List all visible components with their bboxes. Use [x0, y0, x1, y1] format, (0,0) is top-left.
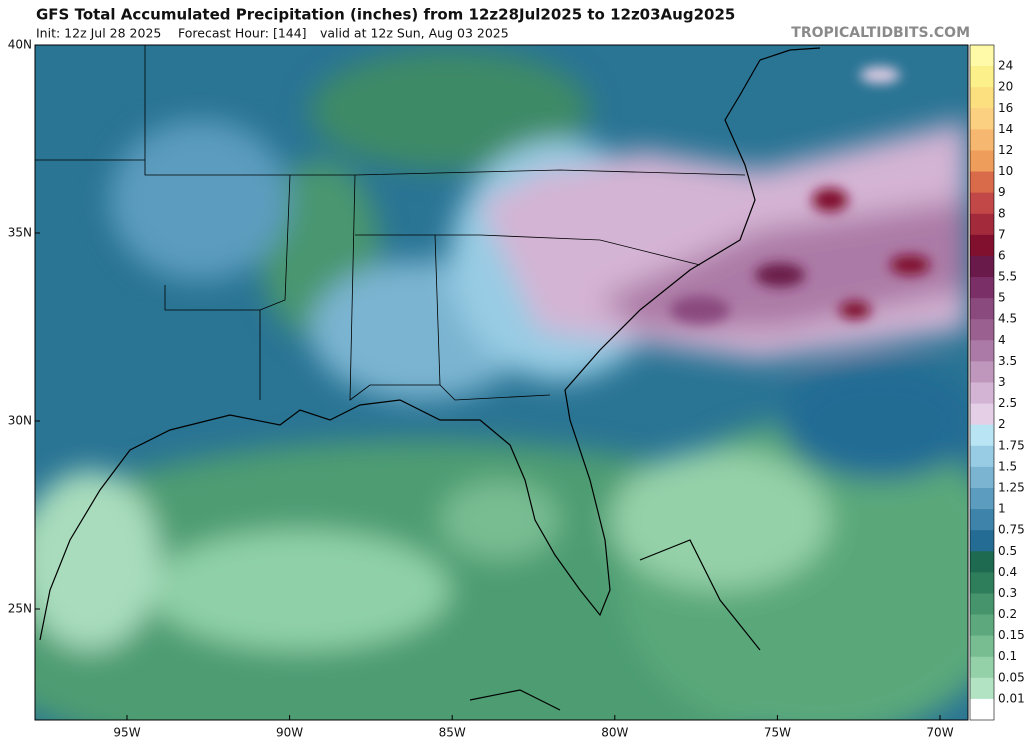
colorbar-bin: [970, 255, 994, 278]
latitude-label: 40N: [8, 38, 32, 52]
colorbar-bin: [970, 424, 994, 447]
field-peaks: [670, 67, 930, 324]
colorbar-label: 1.75: [998, 438, 1024, 452]
coastlines: [39, 47, 821, 711]
colorbar-label: 6: [998, 248, 1006, 262]
colorbar-label: 1: [998, 502, 1006, 516]
colorbar-bin: [970, 129, 994, 151]
colorbar-bin: [970, 361, 994, 383]
colorbar-bin: [970, 192, 994, 215]
colorbar-bin: [970, 213, 994, 236]
colorbar-bin: [970, 403, 994, 426]
valid-time: valid at 12z Sun, Aug 03 2025: [320, 26, 509, 41]
colorbar-bin: [970, 487, 994, 510]
longitude-label: 80W: [601, 726, 628, 740]
colorbar-bin: [970, 614, 994, 637]
colorbar-bin: [970, 45, 994, 67]
colorbar-label: 4.5: [998, 312, 1017, 326]
latitude-label: 35N: [8, 226, 32, 240]
init-time: Init: 12z Jul 28 2025: [36, 26, 161, 41]
colorbar-label: 0.1: [998, 649, 1017, 663]
colorbar-label: 3: [998, 375, 1006, 389]
colorbar: 24 20 16 14 12 10 9 8 7 6 5.5 5 4.5 4 3.5 3 2.5 2 1.75 1.5 1…: [969, 44, 1024, 721]
colorbar-label: 10: [998, 164, 1013, 178]
colorbar-bin: [970, 656, 994, 679]
colorbar-label: 0.75: [998, 523, 1024, 537]
latitude-label: 30N: [8, 414, 32, 428]
longitude-label: 90W: [276, 726, 303, 740]
colorbar-label: 8: [998, 206, 1006, 220]
colorbar-label: 0.2: [998, 607, 1017, 621]
map-frame: [34, 44, 969, 721]
colorbar-bin: [970, 234, 994, 257]
colorbar-label: 7: [998, 227, 1006, 241]
colorbar-bin: [970, 466, 994, 489]
colorbar-bin: [970, 298, 994, 320]
longitude-label: 70W: [926, 726, 953, 740]
colorbar-bin: [970, 87, 994, 109]
longitude-label: 75W: [764, 726, 791, 740]
source: TROPICALTIDBITS.COM: [791, 25, 970, 41]
longitude-labels: 95W 90W 85W 80W 75W 70W: [113, 715, 954, 740]
colorbar-bin: [970, 572, 994, 594]
colorbar-label: 14: [998, 122, 1013, 136]
colorbar-bin: [970, 698, 994, 721]
colorbar-bin: [970, 108, 994, 130]
precip-field: [35, 45, 968, 720]
colorbar-frame: [969, 44, 995, 721]
colorbar-label: 4: [998, 333, 1006, 347]
colorbar-label: 5.5: [998, 270, 1017, 284]
colorbar-label: 16: [998, 101, 1013, 115]
colorbar-bin: [970, 319, 994, 341]
colorbar-label: 3.5: [998, 354, 1017, 368]
colorbar-bin: [970, 277, 994, 299]
colorbar-bin: [970, 445, 994, 468]
latitude-labels: 40N 35N 30N 25N: [8, 38, 40, 616]
colorbar-label: 20: [998, 80, 1013, 94]
colorbar-label: 0.5: [998, 544, 1017, 558]
colorbar-bin: [970, 382, 994, 405]
colorbar-bin: [970, 635, 994, 658]
colorbar-bin: [970, 509, 994, 531]
forecast-hour: Forecast Hour: [144]: [178, 26, 307, 41]
field-blobs: [35, 50, 968, 720]
colorbar-bin: [970, 551, 994, 573]
colorbar-label: 0.05: [998, 670, 1024, 684]
colorbar-label: 1.5: [998, 459, 1017, 473]
latitude-label: 25N: [8, 602, 32, 616]
longitude-label: 95W: [113, 726, 140, 740]
colorbar-label: 1.25: [998, 480, 1024, 494]
colorbar-bin: [970, 593, 994, 616]
colorbar-label: 24: [998, 59, 1013, 73]
longitude-label: 85W: [439, 726, 466, 740]
colorbar-label: 2: [998, 417, 1006, 431]
title: GFS Total Accumulated Precipitation (inc…: [36, 6, 735, 24]
borders: [35, 45, 746, 401]
colorbar-label: 9: [998, 185, 1006, 199]
colorbar-label: 2.5: [998, 396, 1017, 410]
colorbar-bin: [970, 171, 994, 194]
colorbar-label: 0.3: [998, 586, 1017, 600]
colorbar-bin: [970, 677, 994, 700]
colorbar-label: 12: [998, 143, 1013, 157]
colorbar-label: 0.15: [998, 628, 1024, 642]
colorbar-bin: [970, 66, 994, 88]
colorbar-label: 0.4: [998, 565, 1017, 579]
colorbar-bin: [970, 150, 994, 173]
colorbar-bin: [970, 340, 994, 362]
colorbar-label: 0.01: [998, 691, 1024, 705]
colorbar-bin: [970, 530, 994, 552]
colorbar-label: 5: [998, 291, 1006, 305]
